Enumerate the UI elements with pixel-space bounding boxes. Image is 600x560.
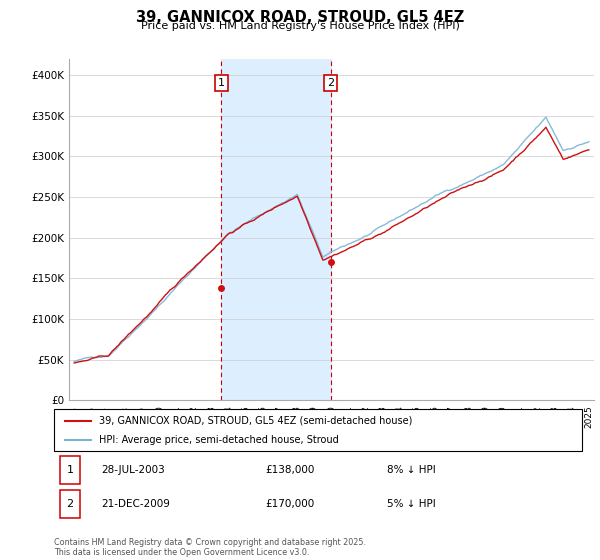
Text: Price paid vs. HM Land Registry's House Price Index (HPI): Price paid vs. HM Land Registry's House …	[140, 21, 460, 31]
Text: Contains HM Land Registry data © Crown copyright and database right 2025.
This d: Contains HM Land Registry data © Crown c…	[54, 538, 366, 557]
Text: 21-DEC-2009: 21-DEC-2009	[101, 499, 170, 509]
Bar	[221, 59, 331, 400]
Text: 39, GANNICOX ROAD, STROUD, GL5 4EZ (semi-detached house): 39, GANNICOX ROAD, STROUD, GL5 4EZ (semi…	[99, 416, 412, 426]
Text: 2: 2	[66, 499, 73, 509]
Text: 28-JUL-2003: 28-JUL-2003	[101, 465, 165, 475]
Text: HPI: Average price, semi-detached house, Stroud: HPI: Average price, semi-detached house,…	[99, 435, 338, 445]
Text: 39, GANNICOX ROAD, STROUD, GL5 4EZ: 39, GANNICOX ROAD, STROUD, GL5 4EZ	[136, 10, 464, 25]
Text: £138,000: £138,000	[265, 465, 314, 475]
Text: 5% ↓ HPI: 5% ↓ HPI	[386, 499, 436, 509]
Text: £170,000: £170,000	[265, 499, 314, 509]
Text: 1: 1	[67, 465, 73, 475]
FancyBboxPatch shape	[61, 489, 80, 518]
Text: 1: 1	[218, 78, 225, 88]
Text: 2: 2	[327, 78, 334, 88]
FancyBboxPatch shape	[61, 455, 80, 484]
Text: 8% ↓ HPI: 8% ↓ HPI	[386, 465, 436, 475]
